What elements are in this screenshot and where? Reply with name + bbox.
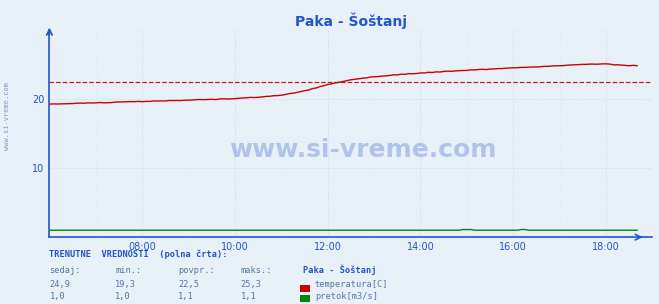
Text: www.si-vreme.com: www.si-vreme.com [4, 81, 10, 150]
Text: povpr.:: povpr.: [178, 266, 215, 275]
Text: maks.:: maks.: [241, 266, 272, 275]
Text: temperatura[C]: temperatura[C] [315, 280, 389, 289]
Text: 1,1: 1,1 [241, 292, 256, 301]
Text: 25,3: 25,3 [241, 280, 262, 289]
Text: sedaj:: sedaj: [49, 266, 81, 275]
Text: min.:: min.: [115, 266, 142, 275]
Text: Paka - Šoštanj: Paka - Šoštanj [303, 264, 377, 275]
Text: TRENUTNE  VREDNOSTI  (polna črta):: TRENUTNE VREDNOSTI (polna črta): [49, 249, 228, 259]
Text: 24,9: 24,9 [49, 280, 71, 289]
Text: 22,5: 22,5 [178, 280, 199, 289]
Text: 19,3: 19,3 [115, 280, 136, 289]
Title: Paka - Šoštanj: Paka - Šoštanj [295, 13, 407, 29]
Text: www.si-vreme.com: www.si-vreme.com [229, 138, 497, 162]
Text: pretok[m3/s]: pretok[m3/s] [315, 292, 378, 301]
Text: 1,1: 1,1 [178, 292, 194, 301]
Text: 1,0: 1,0 [115, 292, 131, 301]
Text: 1,0: 1,0 [49, 292, 65, 301]
